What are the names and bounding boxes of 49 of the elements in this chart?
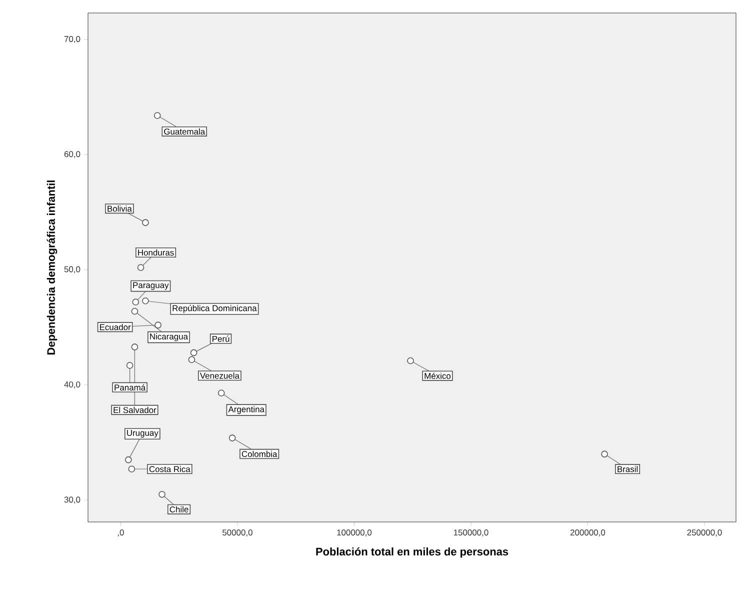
annotation: México xyxy=(424,372,451,379)
y-tick-label: 50,0 xyxy=(64,266,80,274)
point xyxy=(188,356,196,364)
x-tick-label: 50000,0 xyxy=(222,530,252,536)
x-tick-label: 100000,0 xyxy=(337,530,372,536)
point xyxy=(142,297,149,304)
y-tick-label: 30,0 xyxy=(64,496,80,504)
x-axis-title: Población total en miles de personas xyxy=(316,547,508,558)
point xyxy=(601,450,608,458)
point xyxy=(218,390,225,396)
point xyxy=(131,308,138,315)
point xyxy=(228,434,236,442)
annotation: Brasil xyxy=(618,466,638,472)
annotation: Costa Rica xyxy=(149,466,190,472)
point xyxy=(407,357,414,364)
annotation: Argentina xyxy=(228,406,264,414)
point xyxy=(154,112,161,119)
point xyxy=(126,362,134,369)
point xyxy=(128,466,136,472)
annotation: Perú xyxy=(212,336,230,342)
annotation: Bolivia xyxy=(108,205,132,212)
annotation: Guatemala xyxy=(164,128,206,135)
y-tick-label: 40,0 xyxy=(64,381,80,388)
x-tick-label: 200000,0 xyxy=(570,530,606,536)
annotation: República Dominicana xyxy=(172,304,257,313)
point xyxy=(158,490,166,498)
x-tick-label: ,0 xyxy=(118,530,124,536)
point xyxy=(132,298,140,306)
x-tick-label: 150000,0 xyxy=(454,530,488,536)
point xyxy=(154,322,162,328)
annotation: Uruguay xyxy=(127,430,158,438)
annotation: El Salvador xyxy=(114,406,156,414)
annotation: Honduras xyxy=(138,249,174,256)
y-axis-title: Dependencia demográfica infantil xyxy=(46,180,58,354)
x-tick-label: 250000,0 xyxy=(687,530,722,536)
annotation: Panamá xyxy=(114,384,146,391)
point xyxy=(142,219,149,226)
annotation: Ecuador xyxy=(100,324,131,330)
y-tick-label: 70,0 xyxy=(64,36,80,43)
annotation: Paraguay xyxy=(133,282,169,290)
y-tick-label: 60,0 xyxy=(64,151,80,158)
point xyxy=(137,264,144,271)
annotation: Venezuela xyxy=(200,372,240,379)
point xyxy=(131,344,138,350)
point xyxy=(125,456,132,464)
annotation: Colombia xyxy=(242,450,278,458)
annotation: Chile xyxy=(170,506,188,512)
annotation: Nicaragua xyxy=(150,333,188,342)
point xyxy=(190,349,198,356)
